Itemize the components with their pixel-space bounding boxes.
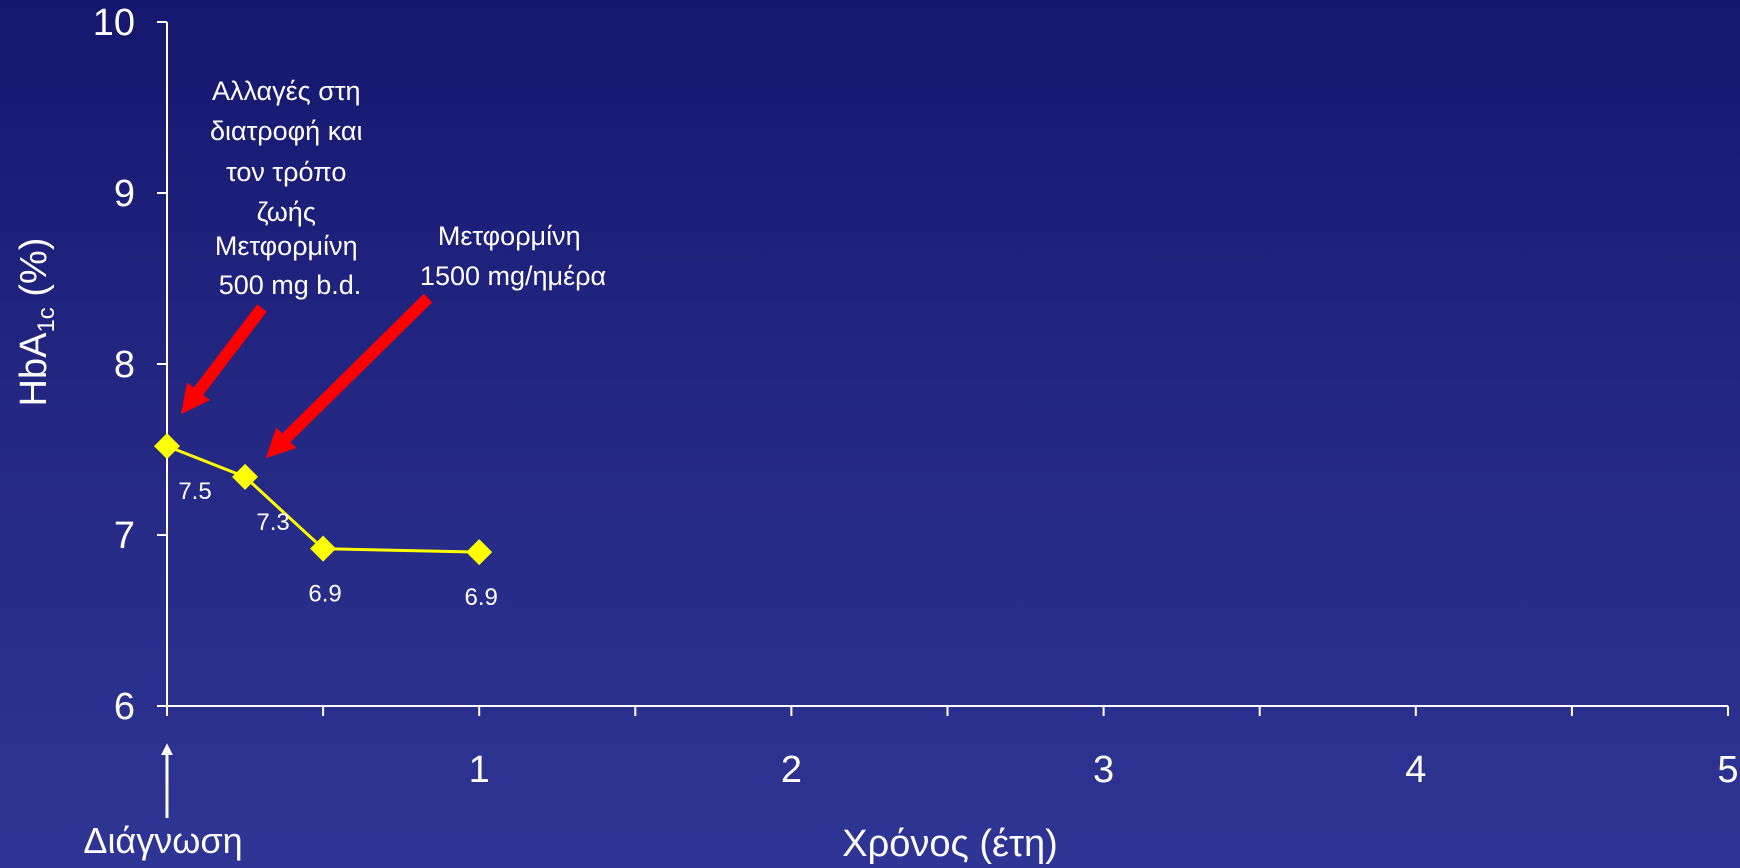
y-axis-label-main: HbA [13, 332, 55, 407]
x-tick-label: 3 [1093, 749, 1114, 791]
y-tick-label: 6 [114, 686, 135, 728]
annotation-diet-metformin-line-2: διατροφή και [210, 116, 362, 146]
y-tick-label: 7 [114, 515, 135, 557]
annotation-diet-metformin-line-5: Μετφορμίνη [215, 231, 358, 261]
y-tick-label: 10 [93, 2, 135, 44]
data-point-marker [310, 535, 337, 562]
red-arrow-metformin-1500 [265, 293, 433, 459]
x-tick-label: 1 [469, 749, 490, 791]
x-axis-ticks: 1 2 3 4 5 [166, 706, 1739, 791]
y-axis-label: HbA1c (%) [13, 238, 60, 407]
data-point-label: 6.9 [308, 581, 341, 608]
data-point-label: 6.9 [465, 584, 498, 611]
annotation-metformin-1500: Μετφορμίνη 1500 mg/ημέρα [420, 221, 606, 291]
annotation-diet-metformin-line-6: 500 mg b.d. [219, 270, 362, 300]
y-tick-label: 8 [114, 344, 135, 386]
x-tick-label: 4 [1405, 749, 1426, 791]
y-axis-ticks: 6 7 8 9 10 [93, 2, 167, 728]
data-point-marker [466, 539, 493, 566]
annotation-metformin-1500-line-1: Μετφορμίνη [438, 221, 581, 251]
series-line [166, 444, 480, 554]
x-axis-label: Χρόνος (έτη) [842, 823, 1058, 865]
y-axis-label-suffix: (%) [13, 238, 55, 308]
annotation-diet-metformin-line-1: Αλλαγές στη [212, 76, 361, 106]
annotation-diet-metformin-line-4: ζωής [257, 197, 316, 227]
series-group: 7.5 7.3 6.9 6.9 [154, 433, 498, 611]
red-arrow-diagnosis [181, 304, 267, 415]
data-point-label: 7.5 [178, 478, 211, 505]
data-point-marker [232, 463, 259, 490]
annotation-diet-metformin: Αλλαγές στη διατροφή και τον τρόπο ζωής … [210, 76, 370, 300]
diagnosis-label: Διάγνωση [83, 820, 242, 861]
annotation-diet-metformin-line-3: τον τρόπο [226, 157, 346, 187]
x-tick-label: 2 [781, 749, 802, 791]
data-point-marker [154, 433, 180, 460]
data-point-label: 7.3 [256, 509, 289, 536]
x-tick-label: 5 [1717, 749, 1738, 791]
annotation-metformin-1500-line-2: 1500 mg/ημέρα [420, 261, 606, 291]
y-tick-label: 9 [114, 173, 135, 215]
y-axis-label-subscript: 1c [33, 307, 60, 332]
